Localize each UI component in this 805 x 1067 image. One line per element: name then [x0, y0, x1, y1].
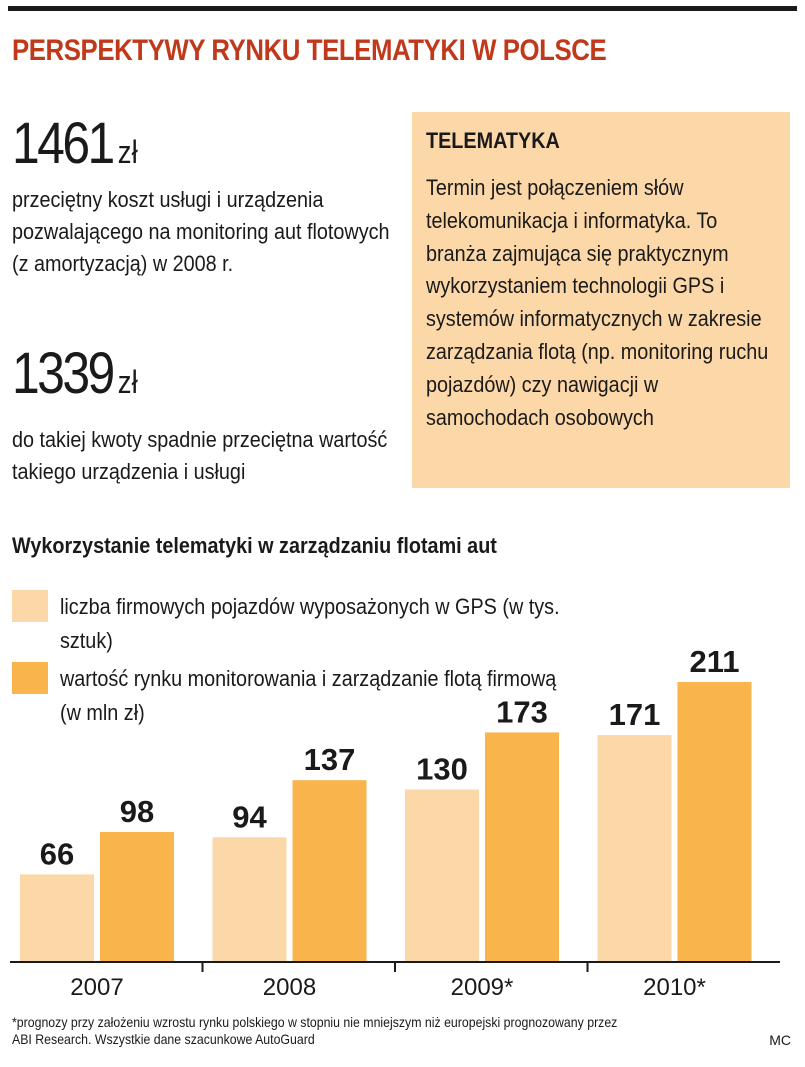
bar-market-value-1 — [292, 780, 367, 962]
stat-unit: zł — [117, 134, 138, 170]
bar-value-label: 171 — [609, 697, 661, 732]
bar-value-label: 211 — [689, 644, 739, 679]
legend-label: liczba firmowych pojazdów wyposażonych w… — [60, 594, 560, 653]
stat-number: 1339 — [12, 341, 115, 406]
x-tick-label: 2008 — [263, 974, 316, 1001]
page-title: PERSPEKTYWY RYNKU TELEMATYKI W POLSCE — [12, 34, 607, 67]
chart-title: Wykorzystanie telematyki w zarządzaniu f… — [12, 533, 497, 558]
bar-vehicles-1 — [212, 837, 287, 962]
x-tick-label: 2007 — [70, 974, 123, 1001]
stat-description: do takiej kwoty spadnie przeciętna warto… — [12, 427, 388, 484]
bar-market-value-2 — [485, 732, 559, 962]
definition-title: TELEMATYKA — [426, 128, 560, 153]
bar-value-label: 98 — [120, 794, 154, 829]
bar-value-label: 66 — [40, 836, 74, 871]
bar-market-value-0 — [100, 831, 174, 962]
bar-value-label: 94 — [232, 799, 267, 834]
stat-value-forecast: 1339 zł — [12, 344, 138, 412]
legend-swatch-dark — [12, 662, 48, 694]
stat-description: przeciętny koszt usługi i urządzenia poz… — [12, 187, 390, 276]
definition-text: Termin jest połączeniem słów telekomunik… — [426, 175, 769, 430]
bar-vehicles-0 — [20, 874, 94, 962]
author-credit: MC — [769, 1032, 791, 1048]
legend-swatch-light — [12, 590, 48, 622]
bar-value-label: 137 — [304, 742, 356, 777]
legend-label: wartość rynku monitorowania i zarządzani… — [60, 666, 557, 725]
bar-vehicles-3 — [597, 735, 672, 962]
stat-number: 1461 — [12, 111, 115, 176]
bar-value-label: 173 — [496, 694, 548, 729]
x-tick-label: 2009* — [451, 974, 514, 1001]
x-tick-label: 2010* — [643, 974, 706, 1001]
definition-box: TELEMATYKA Termin jest połączeniem słów … — [412, 112, 790, 488]
stat-value-2008: 1461 zł — [12, 114, 138, 182]
bar-value-label: 130 — [416, 751, 468, 786]
bar-vehicles-2 — [405, 789, 479, 962]
top-rule — [8, 6, 797, 11]
stat-unit: zł — [117, 364, 138, 400]
bar-market-value-3 — [677, 682, 752, 962]
footnote: *prognozy przy założeniu wzrostu rynku p… — [12, 1014, 618, 1047]
